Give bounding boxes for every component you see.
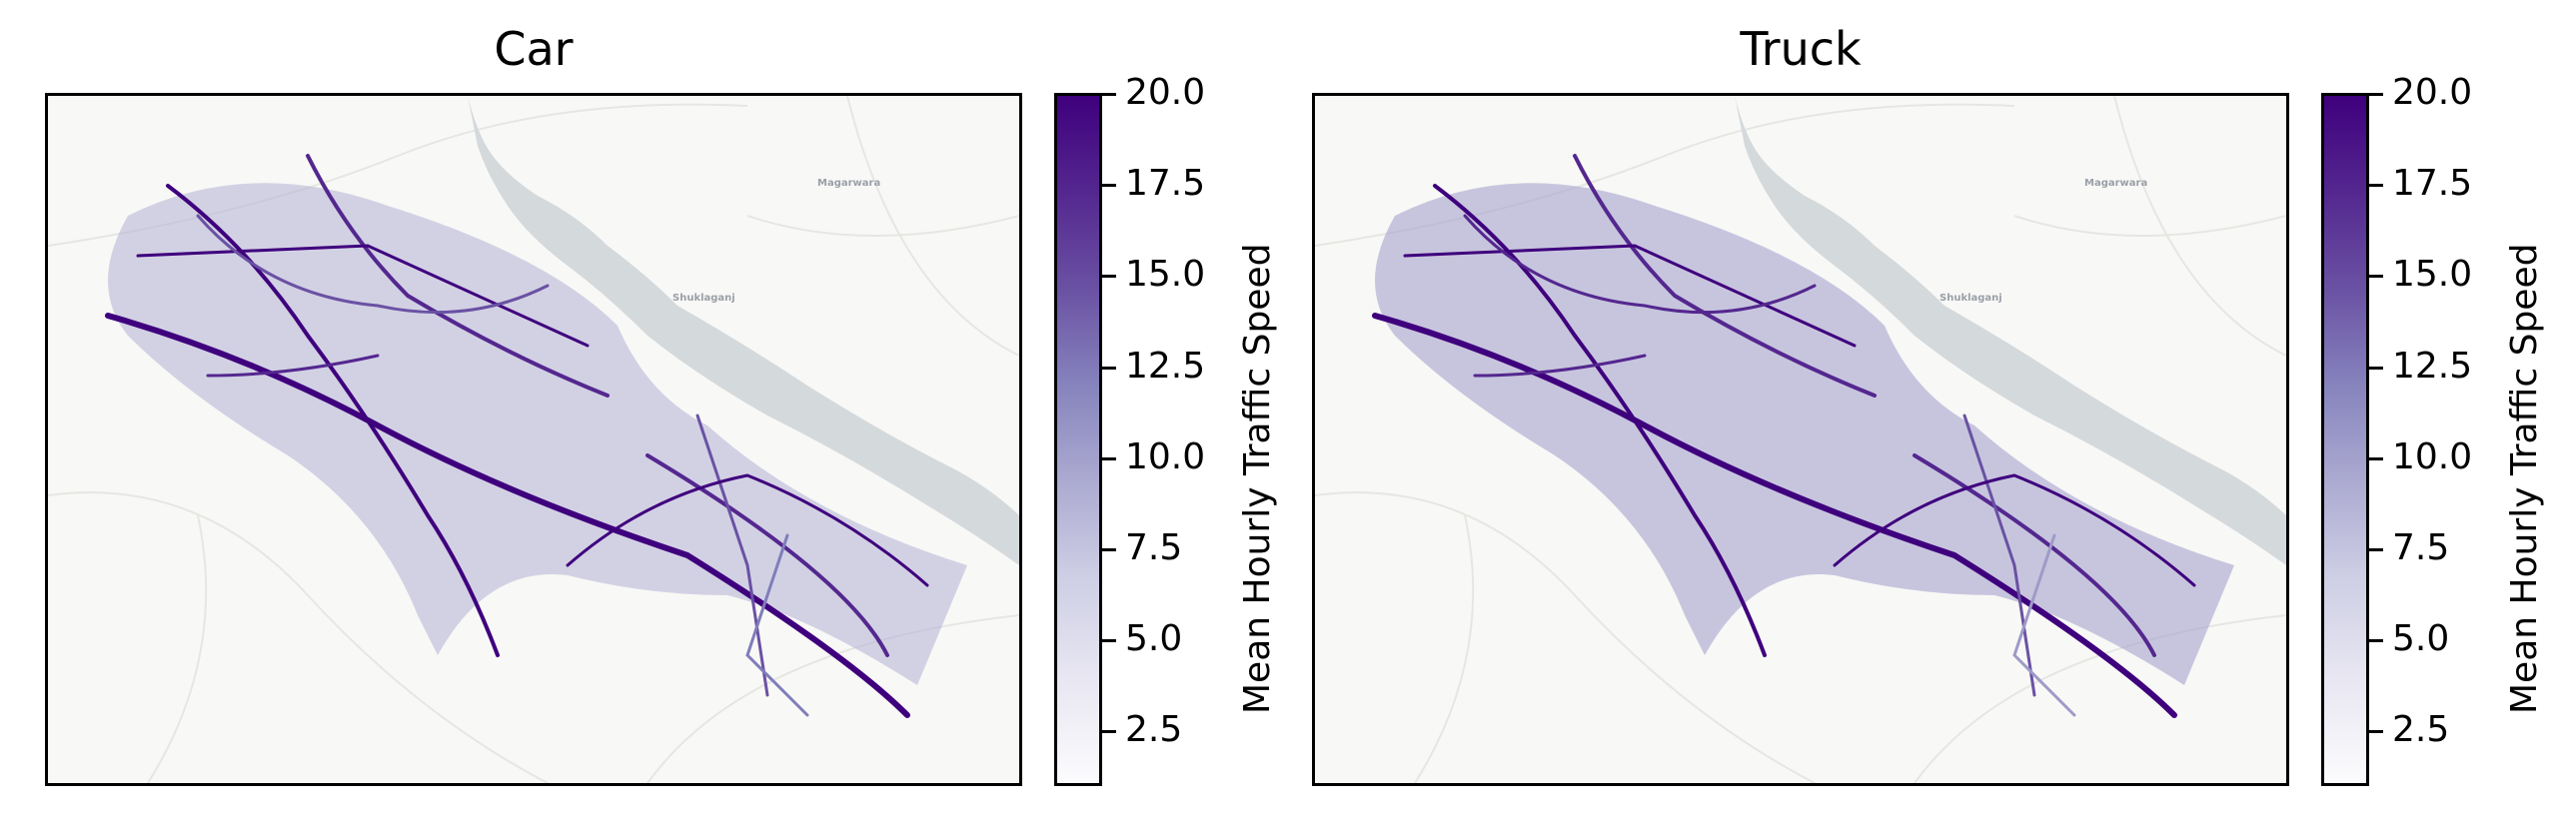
colorbar-tick-label: 5.0 — [1125, 618, 1183, 659]
colorbar-tick-label: 12.5 — [2392, 346, 2473, 387]
colorbar-tick-label: 20.0 — [2392, 72, 2473, 113]
colorbar-tick-label: 7.5 — [1125, 527, 1183, 568]
colorbar-tick-label: 20.0 — [1125, 72, 1206, 113]
colorbar — [1054, 93, 1102, 786]
colorbar-tick-label: 10.0 — [1125, 436, 1206, 477]
colorbar-tick-label: 5.0 — [2392, 618, 2450, 659]
traffic-map-car: Magarwara Shuklaganj — [48, 96, 1019, 783]
place-label-magarwara: Magarwara — [817, 178, 880, 189]
traffic-map-truck: Magarwara Shuklaganj — [1315, 96, 2286, 783]
colorbar-tick-label: 17.5 — [1125, 163, 1206, 204]
colorbar-tick-label: 17.5 — [2392, 163, 2473, 204]
colorbar-tick-label: 7.5 — [2392, 527, 2450, 568]
colorbar-tick-label: 12.5 — [1125, 346, 1206, 387]
colorbar-tick-label: 15.0 — [1125, 254, 1206, 295]
place-label-shuklaganj: Shuklaganj — [1939, 293, 2002, 304]
map-car[interactable]: Magarwara Shuklaganj — [45, 93, 1022, 786]
place-label-magarwara: Magarwara — [2084, 178, 2147, 189]
colorbar-tick-label: 10.0 — [2392, 436, 2473, 477]
place-label-shuklaganj: Shuklaganj — [672, 293, 735, 304]
colorbar-label: Mean Hourly Traffic Speed — [2504, 243, 2545, 714]
colorbar-tick-label: 15.0 — [2392, 254, 2473, 295]
colorbar-label: Mean Hourly Traffic Speed — [1237, 243, 1278, 714]
panel-title: Car — [494, 22, 574, 76]
panel-title: Truck — [1740, 22, 1862, 76]
colorbar-tick-label: 2.5 — [1125, 709, 1183, 750]
colorbar-tick-label: 2.5 — [2392, 709, 2450, 750]
map-truck[interactable]: Magarwara Shuklaganj — [1312, 93, 2289, 786]
colorbar — [2321, 93, 2369, 786]
